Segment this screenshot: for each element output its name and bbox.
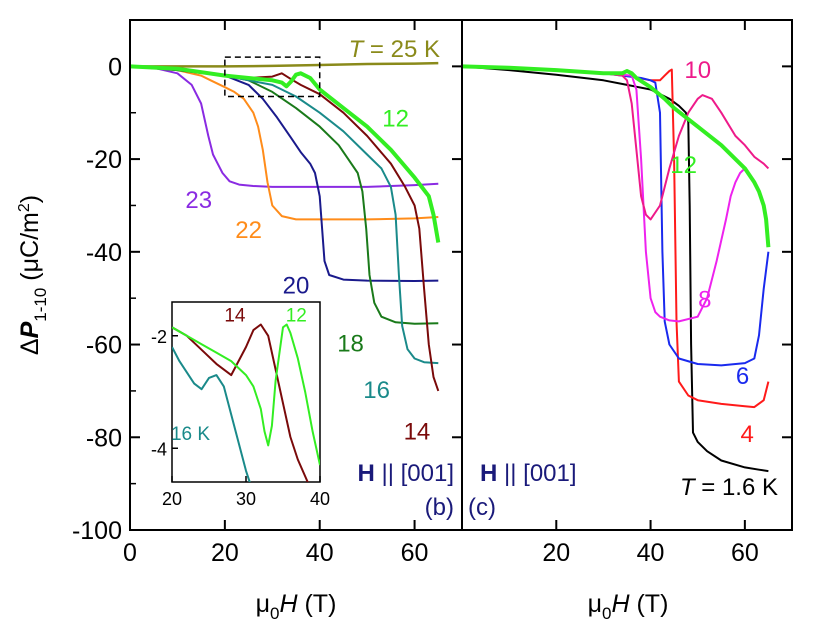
panel-b-curve-label: 23 — [185, 187, 212, 214]
panel-c-series-line — [462, 65, 770, 221]
x-tick-label: 40 — [637, 539, 665, 567]
inset-x-tick-label: 20 — [162, 489, 182, 509]
panel-c-curve-label: 4 — [741, 421, 754, 448]
y-axis-title: ΔP1-10 (μC/m2) — [16, 195, 50, 355]
inset-x-tick-label: 30 — [236, 489, 256, 509]
inset-curve-label: 14 — [224, 306, 246, 327]
zoom-box — [224, 56, 321, 98]
inset-curve-label: 12 — [286, 306, 307, 327]
panel-c-series-line — [462, 65, 770, 367]
panel-b-series — [130, 61, 441, 392]
panel-c-curve-label: 8 — [698, 286, 711, 313]
temperature-label-b: T = 25 K — [349, 36, 440, 63]
inset: -2 -4 20 30 40 14 12 16 K — [151, 301, 330, 509]
panel-b-curve-labels: 12 23 22 20 18 16 14 — [185, 106, 430, 446]
x-tick-label: 0 — [123, 539, 137, 567]
x-tick-label: 20 — [211, 539, 239, 567]
y-tick-label: -60 — [86, 332, 122, 360]
inset-frame — [171, 301, 321, 483]
inset-x-tick-label: 40 — [310, 489, 330, 509]
y-tick-label: -40 — [86, 239, 122, 267]
inset-y-tick-label: -4 — [151, 439, 167, 459]
temperature-label-c: T = 1.6 K — [680, 474, 778, 501]
inset-y-tick-label: -2 — [151, 327, 167, 347]
panel-b-series-line — [130, 65, 439, 221]
y-tick-label: -20 — [86, 146, 122, 174]
svg-text:ΔP1-10 (μC/m2): ΔP1-10 (μC/m2) — [16, 195, 50, 355]
y-tick-label: -80 — [86, 424, 122, 452]
panel-b-curve-label: 12 — [382, 106, 409, 133]
panel-c-curve-labels: 10 12 8 6 4 — [670, 57, 754, 448]
x-axis-title-b: μ0H (T) — [256, 590, 337, 623]
panel-b-curve-label: 14 — [404, 419, 431, 446]
x-axis-title-c: μ0H (T) — [588, 590, 669, 623]
panel-c-series — [462, 64, 771, 473]
x-tick-label: 40 — [306, 539, 334, 567]
inset-ticks: -2 -4 20 30 40 — [151, 327, 330, 509]
inset-series-line — [172, 323, 309, 482]
panel-label-b: (b) — [425, 494, 454, 521]
inset-curve-label: 16 K — [171, 424, 210, 445]
field-label-c: H || [001] — [480, 460, 577, 487]
inset-series — [172, 323, 320, 482]
panel-b-curve-label: 20 — [283, 273, 310, 300]
panel-c-series-line — [462, 65, 769, 473]
x-tick-label: 20 — [542, 539, 570, 567]
panel-c-ticks: 20 40 60 — [461, 20, 792, 567]
panel-label-c: (c) — [468, 494, 496, 521]
inset-series-line — [172, 346, 251, 482]
panel-c: 20 40 60 10 12 8 6 4 H || [001] (c) T = 1.6 K — [461, 19, 793, 567]
panel-b-curve-label: 22 — [235, 217, 262, 244]
inset-curve-labels: 14 12 16 K — [171, 306, 307, 445]
panel-c-frame — [461, 19, 793, 531]
x-tick-label: 60 — [731, 539, 759, 567]
x-tick-label: 60 — [401, 539, 429, 567]
panel-c-series-line — [462, 65, 746, 323]
y-tick-label: 0 — [108, 53, 122, 81]
panel-c-curve-label: 12 — [670, 152, 697, 179]
inset-series-line — [172, 323, 320, 466]
panel-b-series-line — [130, 65, 439, 282]
panel-c-curve-label: 6 — [736, 363, 749, 390]
field-label-b: H || [001] — [357, 460, 454, 487]
panel-b-curve-label: 16 — [363, 377, 390, 404]
panel-c-curve-label: 10 — [684, 57, 711, 84]
panel-b-curve-label: 18 — [337, 331, 364, 358]
panel-b-series-line — [130, 64, 441, 243]
panel-b-series-line — [130, 61, 439, 68]
panel-b-series-line — [130, 65, 439, 188]
panel-c-series-line — [462, 64, 771, 248]
y-tick-label: -100 — [72, 517, 122, 545]
